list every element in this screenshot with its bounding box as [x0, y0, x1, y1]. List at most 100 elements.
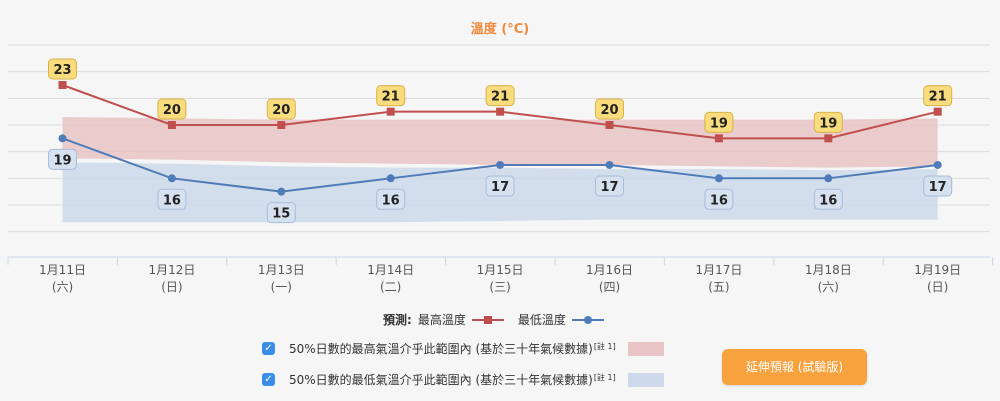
series-lines [58, 81, 942, 196]
max-value-label [157, 98, 187, 120]
legend-item-min[interactable]: 最低溫度 [518, 311, 610, 328]
max-value-label [595, 98, 624, 120]
max-temp-point[interactable] [605, 120, 614, 129]
max-temp-point[interactable] [933, 107, 942, 116]
value-text: 20 [272, 103, 290, 118]
x-axis-label: 1月13日 (一) [227, 262, 336, 296]
checkbox-min-band[interactable]: ✓ [262, 373, 275, 386]
weekday-label: (日) [927, 280, 949, 294]
series-legend: 預測: 最高溫度 最低溫度 [383, 311, 618, 328]
band-toggle-min[interactable]: ✓ 50%日數的最低氣溫介乎此範圍內 (基於三十年氣候數據) [註 1] [262, 371, 664, 388]
legend-item-max[interactable]: 最高溫度 [418, 311, 510, 328]
max-temp-point[interactable] [386, 107, 395, 116]
x-axis-label: 1月14日 (二) [336, 262, 445, 296]
min-value-label [376, 188, 406, 210]
x-axis [7, 256, 994, 265]
value-text: 19 [710, 116, 728, 131]
date-label: 1月15日 [476, 263, 524, 277]
circle-marker-icon [571, 315, 604, 324]
weekday-label: (四) [598, 280, 621, 294]
max-temp-point[interactable] [277, 120, 286, 129]
max-temp-point[interactable] [58, 81, 67, 89]
date-label: 1月16日 [586, 263, 633, 277]
value-text: 17 [600, 180, 618, 195]
x-axis-label: 1月12日 (日) [117, 262, 226, 296]
max-value-label [485, 85, 515, 107]
date-label: 1月17日 [695, 263, 743, 277]
min-temp-point[interactable] [496, 160, 505, 169]
weekday-label: (六) [817, 280, 839, 294]
weekday-label: (三) [489, 280, 511, 294]
value-text: 16 [710, 193, 728, 208]
value-text: 21 [929, 90, 947, 105]
max-value-label [813, 111, 843, 133]
x-axis-label: 1月18日 (六) [774, 262, 883, 296]
band-max-swatch [627, 341, 664, 356]
checkbox-max-band[interactable]: ✓ [262, 342, 275, 355]
min-temp-point[interactable] [386, 174, 395, 183]
max-value-label [48, 58, 77, 80]
min-temp-point[interactable] [58, 134, 67, 143]
value-text: 19 [53, 153, 71, 168]
min-value-label [704, 188, 734, 210]
min-value-label [48, 148, 77, 170]
min-value-label [595, 175, 624, 197]
date-label: 1月19日 [914, 263, 962, 277]
max-temp-point[interactable] [824, 134, 833, 143]
value-text: 23 [53, 63, 71, 78]
value-text: 16 [382, 193, 400, 208]
max-value-label [704, 111, 734, 133]
band-min-swatch [627, 372, 664, 387]
value-text: 17 [929, 180, 947, 195]
value-text: 15 [272, 207, 290, 222]
value-text: 17 [491, 180, 509, 195]
max-temp-point[interactable] [167, 120, 176, 129]
legend-max-label: 最高溫度 [417, 313, 466, 327]
date-label: 1月18日 [804, 263, 852, 277]
min-temp-point[interactable] [277, 187, 286, 196]
band-min-text: 50%日數的最低氣溫介乎此範圍內 (基於三十年氣候數據) [289, 373, 593, 387]
min-temp-point[interactable] [605, 160, 614, 169]
x-axis-label: 1月16日 (四) [555, 262, 664, 296]
climate-bands [62, 116, 938, 223]
value-text: 16 [163, 193, 181, 208]
max-value-label [376, 85, 406, 107]
legend-prefix: 預測: [383, 313, 412, 327]
date-label: 1月14日 [367, 263, 415, 277]
max-value-label [923, 85, 953, 107]
min-value-label [266, 202, 296, 224]
x-axis-label: 1月17日 (五) [664, 262, 773, 296]
data-labels: 23 20 20 21 21 20 19 19 21 19 16 15 16 17 17 16 16 17 [48, 58, 953, 224]
min-temp-point[interactable] [167, 174, 176, 183]
value-text: 19 [819, 116, 837, 131]
value-text: 20 [600, 103, 618, 118]
legend-min-label: 最低溫度 [517, 313, 566, 327]
weekday-label: (六) [51, 280, 74, 294]
max-temp-point[interactable] [496, 107, 505, 116]
x-axis-label: 1月15日 (三) [446, 262, 555, 296]
x-axis-label: 1月11日 (六) [8, 262, 117, 296]
square-marker-icon [471, 315, 504, 324]
chart-title: 溫度 (°C) [470, 22, 530, 37]
min-temp-point[interactable] [714, 174, 723, 183]
min-value-label [157, 188, 187, 210]
weekday-label: (一) [270, 280, 292, 294]
value-text: 16 [819, 193, 837, 208]
max-temp-point[interactable] [714, 134, 723, 143]
min-value-label [813, 188, 843, 210]
x-axis-label: 1月19日 (日) [883, 262, 992, 296]
min-temp-point[interactable] [824, 174, 833, 183]
band-max-text: 50%日數的最高氣溫介乎此範圍內 (基於三十年氣候數據) [289, 342, 593, 356]
date-label: 1月11日 [39, 263, 86, 277]
min-temp-point[interactable] [933, 160, 942, 169]
value-text: 21 [382, 90, 400, 105]
band-toggle-max[interactable]: ✓ 50%日數的最高氣溫介乎此範圍內 (基於三十年氣候數據) [註 1] [262, 340, 664, 357]
extended-forecast-button[interactable]: 延伸預報 (試驗版) [722, 349, 867, 385]
max-value-label [266, 98, 296, 120]
weekday-label: (五) [708, 280, 730, 294]
note-link-max[interactable]: [註 1] [593, 342, 616, 351]
note-link-min[interactable]: [註 1] [593, 373, 616, 382]
weekday-label: (二) [380, 280, 402, 294]
weekday-label: (日) [161, 280, 183, 294]
temperature-chart: 23 20 20 21 21 20 19 19 21 19 16 15 16 17 17 16 16 17 [7, 44, 994, 265]
